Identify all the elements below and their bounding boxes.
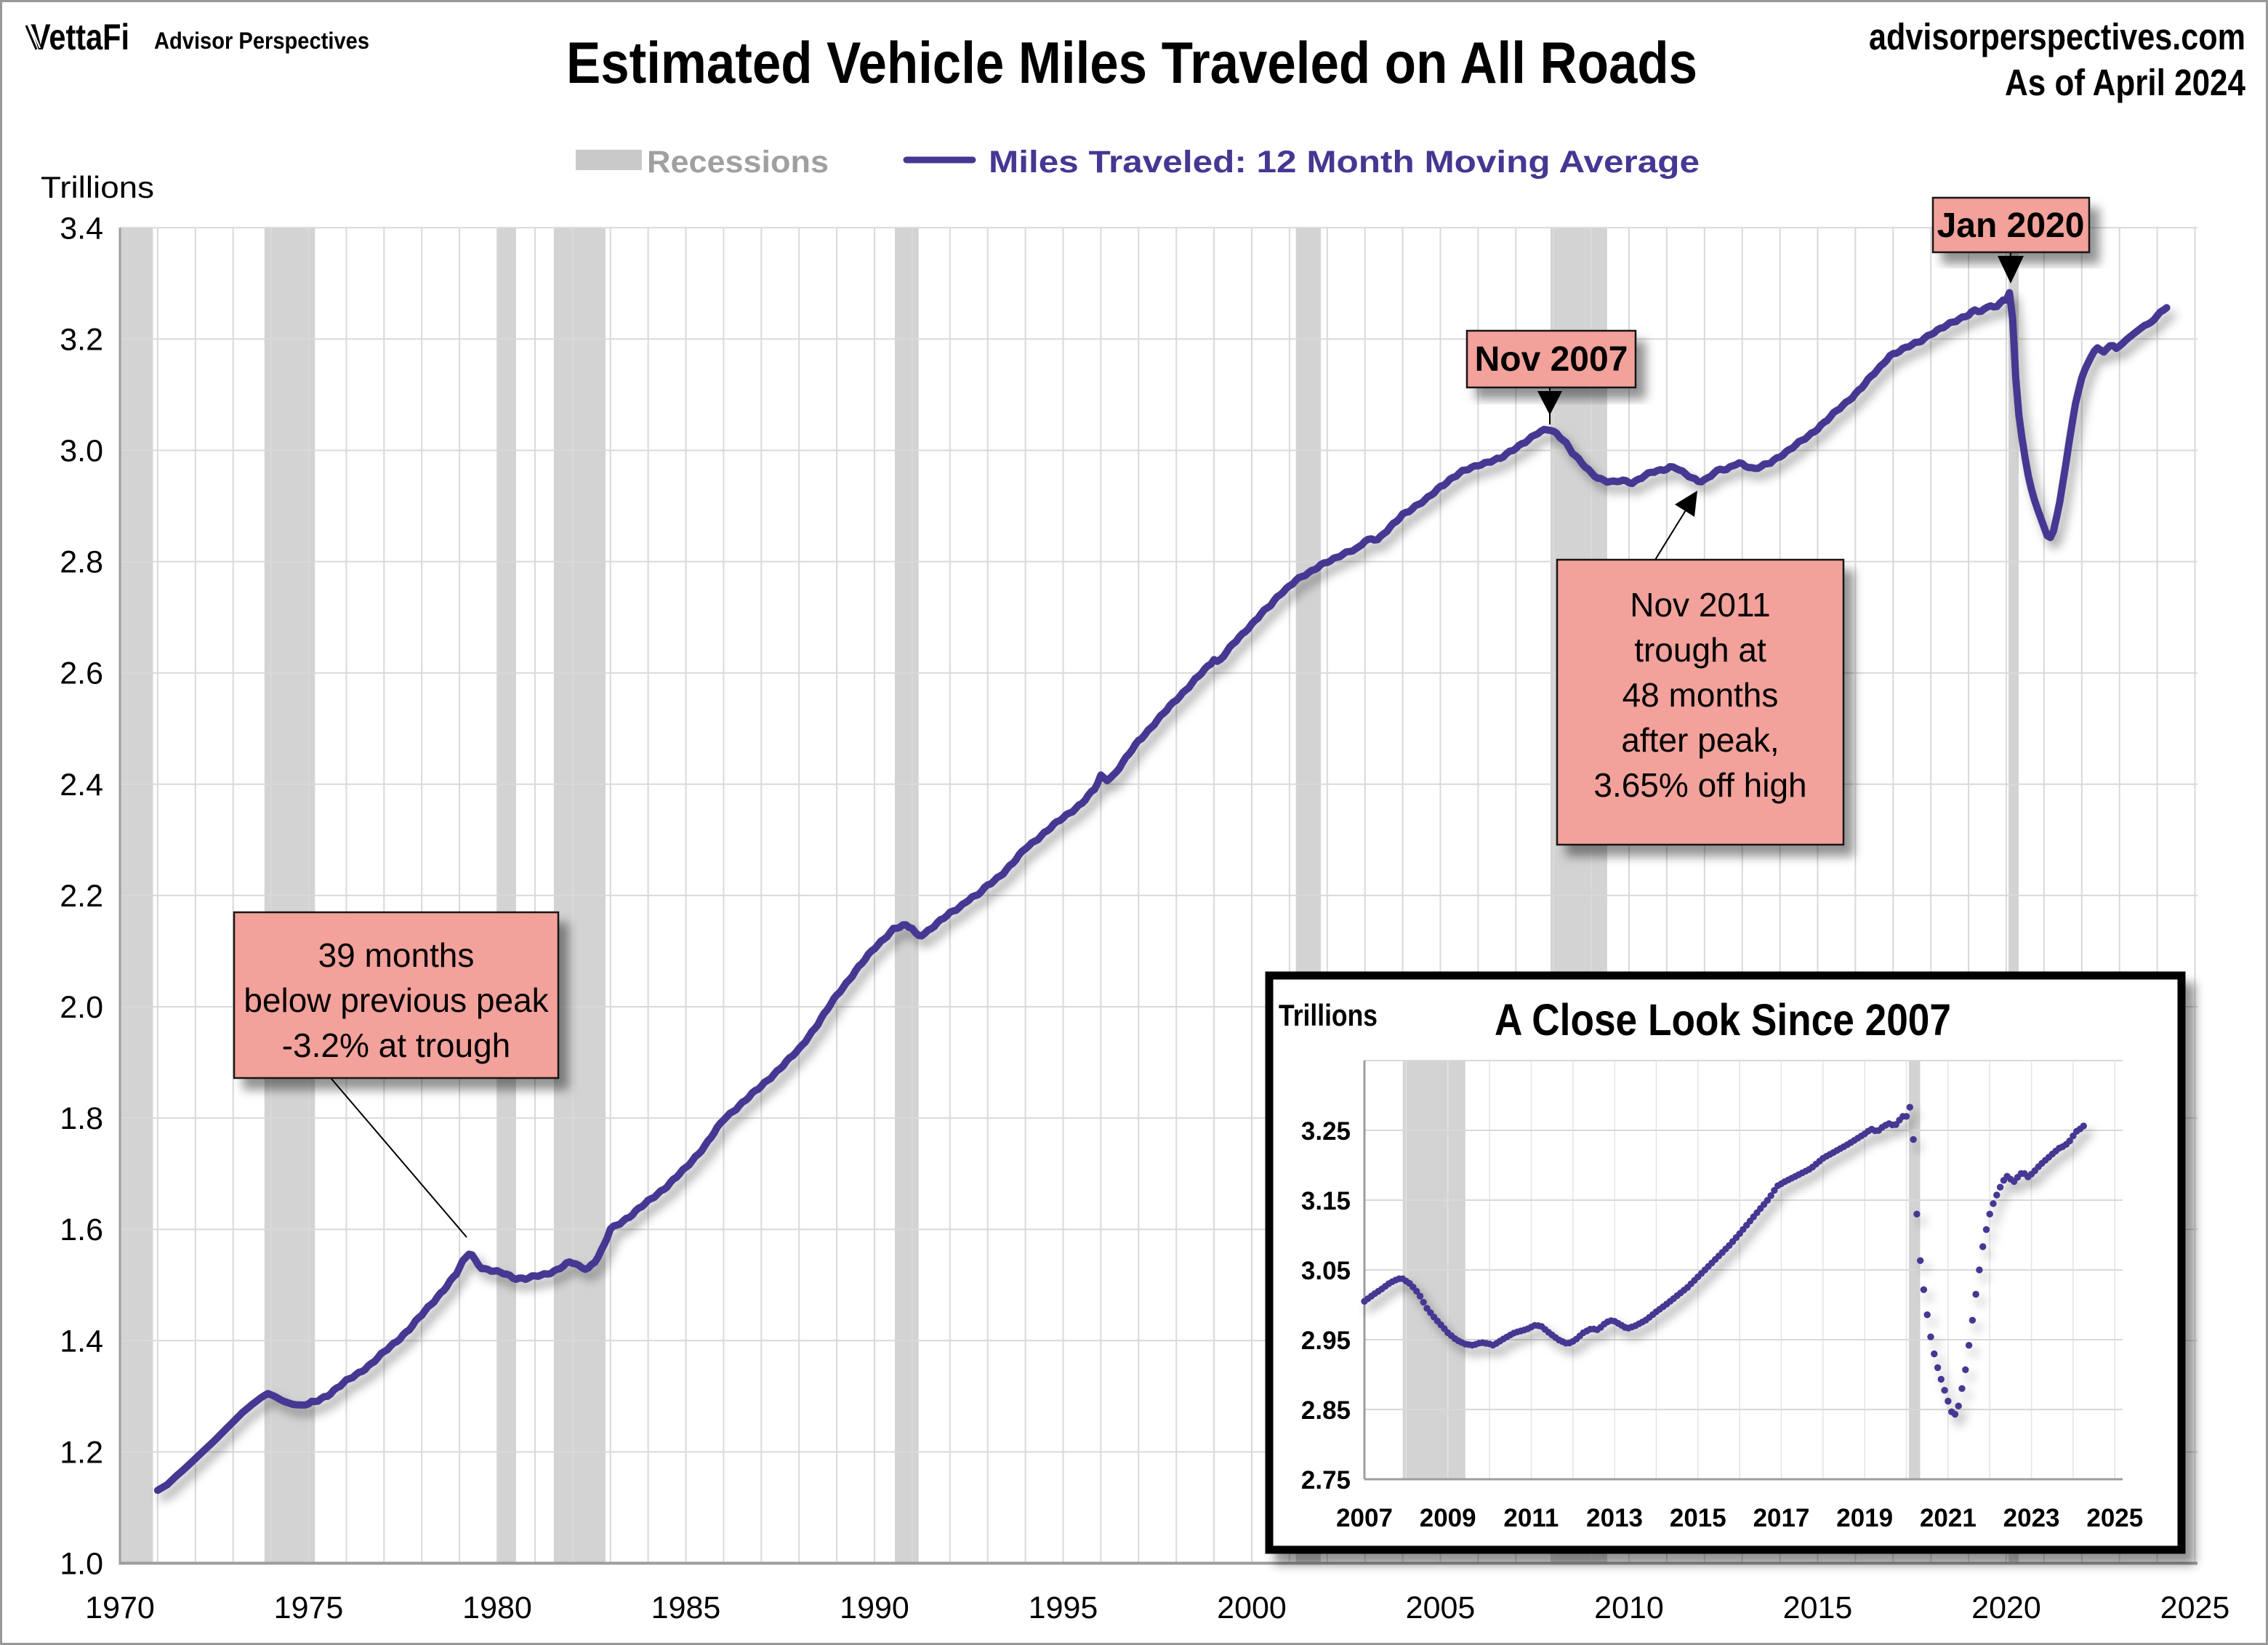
svg-text:3.25: 3.25: [1301, 1117, 1351, 1146]
svg-text:1.6: 1.6: [60, 1212, 103, 1247]
svg-text:2.6: 2.6: [60, 656, 103, 691]
svg-text:Recessions: Recessions: [647, 145, 829, 180]
svg-text:2019: 2019: [1836, 1504, 1893, 1532]
svg-text:below previous peak: below previous peak: [244, 981, 549, 1019]
svg-text:2015: 2015: [1670, 1504, 1726, 1532]
svg-text:Trillions: Trillions: [41, 170, 154, 204]
svg-text:1980: 1980: [462, 1590, 532, 1625]
svg-text:Nov 2011: Nov 2011: [1630, 586, 1771, 624]
svg-text:2025: 2025: [2086, 1504, 2143, 1532]
svg-text:1990: 1990: [840, 1590, 909, 1625]
svg-text:2025: 2025: [2160, 1590, 2230, 1625]
svg-text:2010: 2010: [1594, 1590, 1664, 1625]
svg-text:2000: 2000: [1217, 1590, 1287, 1625]
svg-text:VettaFi: VettaFi: [31, 17, 129, 57]
svg-text:Jan 2020: Jan 2020: [1937, 206, 2085, 245]
svg-text:2007: 2007: [1336, 1504, 1393, 1532]
svg-text:3.4: 3.4: [60, 211, 103, 246]
svg-text:2023: 2023: [2003, 1504, 2060, 1532]
svg-text:2.2: 2.2: [60, 879, 103, 914]
svg-text:2.4: 2.4: [60, 768, 103, 803]
svg-text:3.0: 3.0: [60, 434, 103, 469]
svg-text:2.95: 2.95: [1301, 1327, 1351, 1355]
svg-text:As of April 2024: As of April 2024: [2005, 62, 2246, 103]
svg-text:2009: 2009: [1420, 1504, 1476, 1532]
svg-text:1970: 1970: [85, 1590, 155, 1625]
svg-text:-3.2% at trough: -3.2% at trough: [282, 1026, 511, 1064]
svg-text:1995: 1995: [1029, 1590, 1098, 1625]
svg-text:after peak,: after peak,: [1621, 721, 1779, 759]
svg-text:2017: 2017: [1753, 1504, 1810, 1532]
svg-text:2021: 2021: [1920, 1504, 1977, 1532]
svg-text:trough at: trough at: [1634, 631, 1766, 669]
svg-text:3.15: 3.15: [1301, 1187, 1351, 1215]
svg-text:Miles Traveled: 12 Month Movin: Miles Traveled: 12 Month Moving Average: [989, 145, 1700, 180]
svg-text:1.4: 1.4: [60, 1324, 103, 1359]
svg-text:Advisor Perspectives: Advisor Perspectives: [154, 28, 369, 54]
svg-text:2005: 2005: [1406, 1590, 1476, 1625]
svg-text:2.75: 2.75: [1301, 1466, 1351, 1495]
svg-text:Nov 2007: Nov 2007: [1475, 340, 1628, 379]
svg-text:1975: 1975: [274, 1590, 344, 1625]
svg-text:3.2: 3.2: [60, 322, 103, 357]
svg-text:3.65% off high: 3.65% off high: [1593, 766, 1806, 804]
svg-text:3.05: 3.05: [1301, 1257, 1351, 1285]
svg-text:Estimated Vehicle Miles Travel: Estimated Vehicle Miles Traveled on All …: [566, 31, 1697, 96]
svg-text:2020: 2020: [1971, 1590, 2041, 1625]
svg-text:2.85: 2.85: [1301, 1396, 1351, 1425]
svg-text:2.8: 2.8: [60, 545, 103, 580]
svg-text:39 months: 39 months: [318, 936, 475, 974]
svg-text:Trillions: Trillions: [1279, 998, 1378, 1032]
svg-text:1985: 1985: [651, 1590, 721, 1625]
svg-text:2011: 2011: [1503, 1504, 1559, 1532]
svg-text:48 months: 48 months: [1622, 676, 1779, 714]
svg-text:1.8: 1.8: [60, 1101, 103, 1136]
svg-text:1.2: 1.2: [60, 1435, 103, 1470]
svg-text:advisorperspectives.com: advisorperspectives.com: [1869, 16, 2245, 57]
svg-text:1.0: 1.0: [60, 1547, 103, 1582]
svg-text:2013: 2013: [1586, 1504, 1643, 1532]
svg-text:2015: 2015: [1783, 1590, 1853, 1625]
svg-text:2.0: 2.0: [60, 990, 103, 1025]
svg-text:A Close Look Since 2007: A Close Look Since 2007: [1495, 995, 1951, 1045]
